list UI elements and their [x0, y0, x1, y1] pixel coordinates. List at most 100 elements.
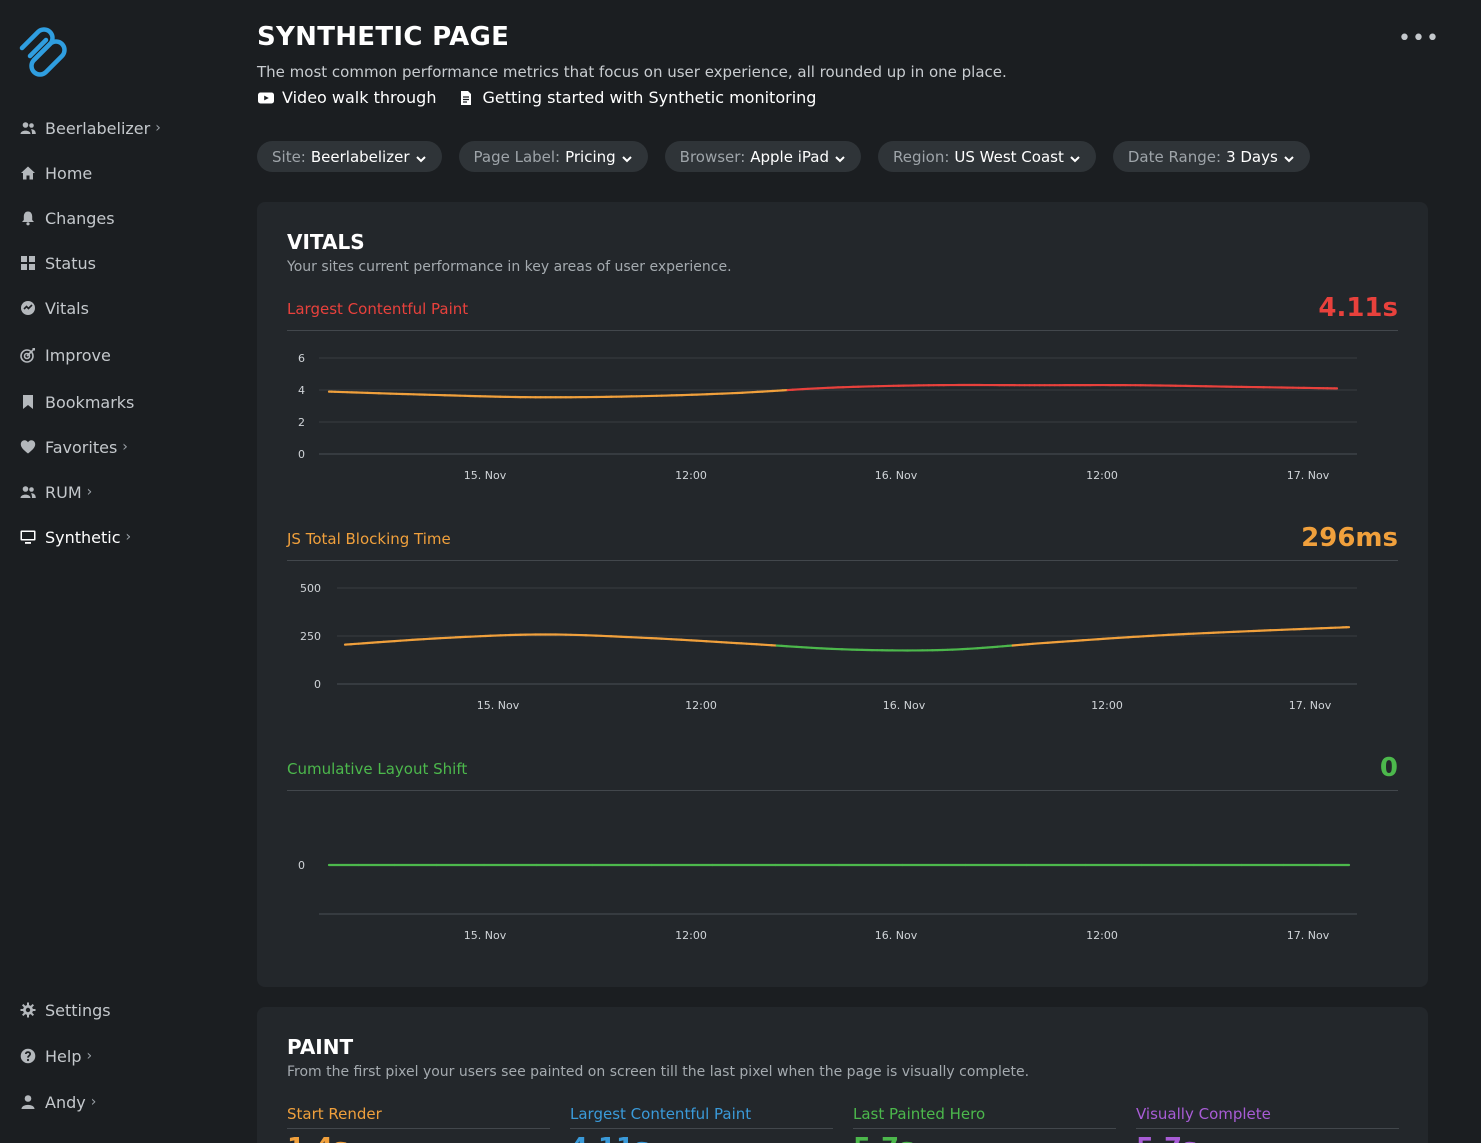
- paint-metric-label: Start Render: [287, 1105, 382, 1123]
- paint-metric-label: Last Painted Hero: [853, 1105, 986, 1123]
- paint-metric-divider: [287, 1128, 550, 1129]
- paint-metric-divider: [570, 1128, 833, 1129]
- y-tick-label: 6: [298, 352, 305, 365]
- paint-metric-value: 5.7s: [853, 1133, 1116, 1143]
- sidebar-item-home[interactable]: Home: [20, 162, 92, 184]
- sidebar-item-label: Bookmarks: [45, 392, 135, 412]
- x-tick-label: 17. Nov: [1287, 929, 1330, 942]
- monitor-icon: [20, 529, 36, 545]
- page-title: SYNTHETIC PAGE: [257, 22, 510, 52]
- filter-value: Pricing: [565, 147, 616, 166]
- sidebar-item-label: Improve: [45, 345, 111, 365]
- user-icon: [20, 1094, 36, 1110]
- cls-chart: 0 15. Nov 12:00 16. Nov 12:00 17. Nov: [298, 859, 1357, 942]
- chevron-right-icon: ›: [90, 1094, 97, 1110]
- grid-icon: [20, 255, 36, 271]
- video-walkthrough-label: Video walk through: [282, 88, 437, 107]
- region-filter-dropdown[interactable]: Region: US West Coast: [877, 141, 1096, 172]
- paint-metric-label: Largest Contentful Paint: [570, 1105, 752, 1123]
- gauge-icon: [20, 300, 36, 316]
- filter-value: 3 Days: [1226, 147, 1278, 166]
- filter-value: Apple iPad: [750, 147, 829, 166]
- sidebar-item-beerlabelizer[interactable]: Beerlabelizer ›: [20, 117, 161, 139]
- tbt-label: JS Total Blocking Time: [287, 530, 451, 548]
- paint-metric-divider: [853, 1128, 1116, 1129]
- users-icon: [20, 484, 36, 500]
- filter-key: Browser:: [679, 147, 746, 166]
- x-tick-label: 12:00: [675, 469, 707, 482]
- tbt-value: 296ms: [1301, 523, 1398, 553]
- sidebar-item-label: Help: [45, 1046, 82, 1066]
- sidebar: Beerlabelizer › Home Changes Status Vitals Imp…: [0, 0, 230, 1143]
- video-walkthrough-link[interactable]: Video walk through: [258, 88, 436, 107]
- sidebar-item-label: Settings: [45, 1000, 111, 1020]
- tbt-divider: [287, 560, 1398, 561]
- x-tick-label: 12:00: [685, 699, 717, 712]
- document-icon: [461, 90, 472, 105]
- home-icon: [20, 165, 36, 181]
- getting-started-label: Getting started with Synthetic monitorin…: [482, 88, 817, 107]
- sidebar-item-label: Favorites: [45, 437, 118, 457]
- paint-metric-value: 4.11s: [570, 1133, 833, 1143]
- sidebar-item-label: Home: [45, 163, 93, 183]
- sidebar-item-improve[interactable]: Improve: [20, 344, 111, 366]
- x-tick-label: 12:00: [1091, 699, 1123, 712]
- paint-title: PAINT: [287, 1035, 354, 1059]
- getting-started-link[interactable]: Getting started with Synthetic monitorin…: [458, 88, 816, 107]
- sidebar-item-label: Vitals: [45, 298, 89, 318]
- y-tick-label: 250: [300, 630, 321, 643]
- sidebar-item-rum[interactable]: RUM ›: [20, 481, 92, 503]
- sidebar-item-changes[interactable]: Changes: [20, 207, 115, 229]
- users-icon: [20, 120, 36, 136]
- help-links: Video walk through Getting started with …: [258, 88, 816, 107]
- chevron-right-icon: ›: [122, 439, 128, 455]
- y-tick-label: 2: [298, 416, 305, 429]
- sidebar-item-synthetic[interactable]: Synthetic ›: [20, 526, 131, 548]
- y-tick-label: 4: [298, 384, 305, 397]
- chevron-down-icon: [1069, 151, 1081, 163]
- chevron-right-icon: ›: [86, 484, 93, 500]
- filter-key: Page Label:: [473, 147, 561, 166]
- y-tick-label: 500: [300, 582, 321, 595]
- page-label-filter-dropdown[interactable]: Page Label: Pricing: [458, 141, 648, 172]
- chevron-down-icon: [834, 151, 846, 163]
- sidebar-item-vitals[interactable]: Vitals: [20, 297, 89, 319]
- filter-bar: Site: Beerlabelizer Page Label: Pricing Brow…: [257, 141, 1310, 172]
- y-tick-label: 0: [314, 678, 321, 691]
- heart-icon: [20, 439, 36, 455]
- y-tick-label: 0: [298, 859, 305, 872]
- sidebar-item-label: Status: [45, 253, 96, 273]
- sidebar-item-label: Changes: [45, 208, 115, 228]
- x-tick-label: 16. Nov: [883, 699, 926, 712]
- browser-filter-dropdown[interactable]: Browser: Apple iPad: [664, 141, 861, 172]
- filter-key: Site:: [272, 147, 306, 166]
- sidebar-item-help[interactable]: Help ›: [20, 1045, 92, 1067]
- sidebar-item-andy[interactable]: Andy ›: [20, 1091, 96, 1113]
- chevron-down-icon: [621, 151, 633, 163]
- sidebar-item-settings[interactable]: Settings: [20, 999, 111, 1021]
- more-options-button[interactable]: •••: [1398, 26, 1440, 51]
- tbt-chart: 0 250 500 15. Nov 12:00 16. Nov 12:00 17. Nov: [300, 582, 1357, 712]
- speedcurve-logo[interactable]: [16, 26, 68, 78]
- paint-metric-visually-complete: Visually Complete 5.7s: [1136, 1105, 1399, 1143]
- lcp-value: 4.11s: [1318, 293, 1398, 323]
- paint-metric-value: 1.4s: [287, 1133, 550, 1143]
- chevron-right-icon: ›: [125, 529, 132, 545]
- sidebar-item-bookmarks[interactable]: Bookmarks: [20, 391, 134, 413]
- chevron-right-icon: ›: [155, 120, 161, 136]
- sidebar-item-label: Andy: [45, 1092, 86, 1112]
- sidebar-item-status[interactable]: Status: [20, 252, 96, 274]
- cls-value: 0: [1379, 753, 1398, 783]
- lcp-chart: 0 2 4 6 15. Nov 12:00 16. Nov 12:00 17. Nov: [298, 352, 1357, 482]
- paint-metric-start-render: Start Render 1.4s: [287, 1105, 550, 1143]
- paint-metric-value: 5.7s: [1136, 1133, 1399, 1143]
- site-filter-dropdown[interactable]: Site: Beerlabelizer: [257, 141, 442, 172]
- chevron-down-icon: [415, 151, 427, 163]
- paint-metric-last-painted-hero: Last Painted Hero 5.7s: [853, 1105, 1116, 1143]
- sidebar-item-favorites[interactable]: Favorites ›: [20, 436, 128, 458]
- x-tick-label: 16. Nov: [875, 469, 918, 482]
- x-tick-label: 16. Nov: [875, 929, 918, 942]
- cls-label: Cumulative Layout Shift: [287, 760, 468, 778]
- help-icon: [20, 1048, 36, 1064]
- date-range-filter-dropdown[interactable]: Date Range: 3 Days: [1112, 141, 1310, 172]
